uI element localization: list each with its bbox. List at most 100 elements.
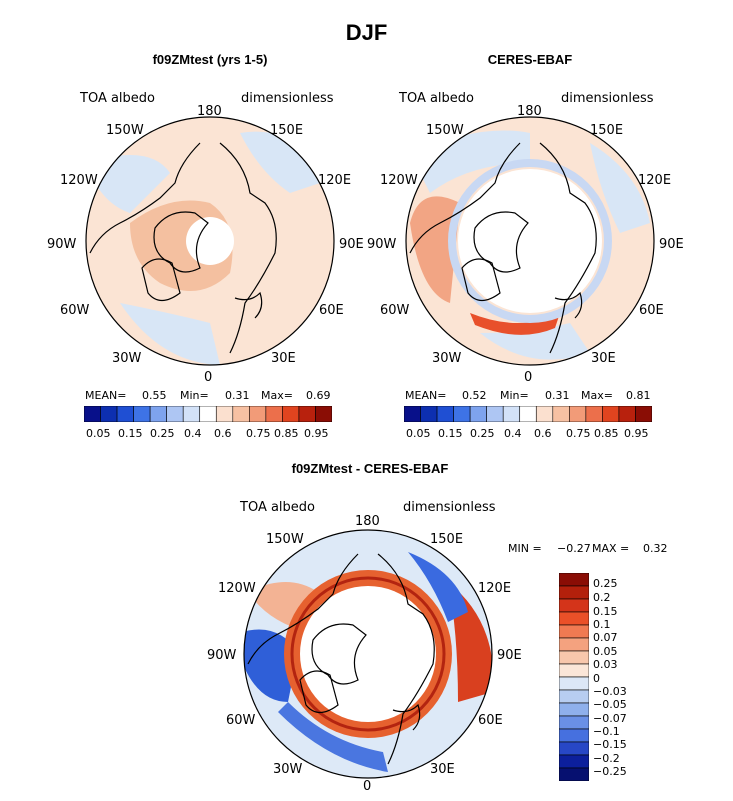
- map-border: [85, 116, 335, 366]
- stat-max-label: Max=: [581, 389, 613, 402]
- colorbar-label: 0.95: [304, 427, 329, 440]
- lon-label-60e: 60E: [639, 303, 664, 318]
- colorbar-label: 0.05: [406, 427, 431, 440]
- stat-max-label: Max=: [261, 389, 293, 402]
- lon-label-90e: 90E: [659, 237, 684, 252]
- colorbar-bottom-svg: [558, 572, 590, 782]
- colorbar-right-svg: [403, 405, 653, 423]
- lon-label-120e: 120E: [478, 581, 512, 596]
- colorbar-swatch: [469, 405, 487, 423]
- colorbar-swatch: [519, 405, 537, 423]
- colorbar-label: −0.2: [593, 752, 620, 765]
- colorbar-swatch: [602, 405, 620, 423]
- colorbar-swatch: [182, 405, 201, 423]
- lon-label-60w: 60W: [226, 713, 256, 728]
- colorbar-left-svg: [83, 405, 333, 423]
- colorbar-swatch: [215, 405, 234, 423]
- colorbar-label: −0.07: [593, 712, 627, 725]
- colorbar-swatch: [558, 676, 590, 691]
- colorbar-label: 0.15: [593, 605, 618, 618]
- panel-bottom-units: dimensionless: [403, 500, 496, 515]
- colorbar-left: [83, 405, 333, 426]
- stat-min-label: Min=: [180, 389, 209, 402]
- lon-label-150e: 150E: [430, 532, 464, 547]
- stat-min-value: 0.31: [545, 389, 570, 402]
- panel-right-title: CERES-EBAF: [487, 52, 573, 67]
- colorbar-swatch: [552, 405, 570, 423]
- stat-mean-label: MEAN=: [405, 389, 447, 402]
- panel-left-title: f09ZMtest (yrs 1-5): [152, 52, 268, 67]
- colorbar-swatch: [558, 663, 590, 678]
- coastlines: [409, 142, 597, 354]
- lon-label-0: 0: [524, 370, 533, 385]
- map-region: [240, 131, 320, 193]
- colorbar-swatch: [558, 689, 590, 704]
- colorbar-label: −0.03: [593, 685, 627, 698]
- lon-label-30w: 30W: [273, 762, 303, 777]
- colorbar-label: 0.75: [566, 427, 591, 440]
- lon-label-0: 0: [204, 370, 213, 385]
- panel-right-units: dimensionless: [561, 91, 654, 106]
- lon-label-150w: 150W: [106, 123, 144, 138]
- colorbar-swatch: [558, 585, 590, 600]
- colorbar-swatch: [558, 572, 590, 587]
- colorbar-swatch: [166, 405, 184, 423]
- lon-label-60e: 60E: [478, 713, 503, 728]
- panel-bottom-title: f09ZMtest - CERES-EBAF: [291, 461, 449, 476]
- map-region: [278, 702, 388, 772]
- colorbar-swatch: [100, 405, 118, 423]
- stat-min-label: Min=: [500, 389, 529, 402]
- colorbar-label: −0.05: [593, 698, 627, 711]
- colorbar-label: −0.25: [593, 765, 627, 778]
- map-region: [448, 159, 612, 323]
- lon-label-30e: 30E: [271, 351, 296, 366]
- colorbar-label: 0.85: [594, 427, 619, 440]
- map-region: [480, 323, 590, 360]
- stat-min-label: MIN =: [508, 542, 542, 555]
- polar-map-left: [85, 116, 335, 366]
- colorbar-label: 0.25: [150, 427, 175, 440]
- lon-label-60e: 60E: [319, 303, 344, 318]
- colorbar-swatch: [199, 405, 217, 423]
- lon-label-30w: 30W: [432, 351, 462, 366]
- lon-label-60w: 60W: [60, 303, 90, 318]
- map-region: [244, 629, 298, 702]
- colorbar-label: 0.05: [86, 427, 111, 440]
- stat-max-value: 0.69: [306, 389, 331, 402]
- lon-label-90w: 90W: [367, 237, 397, 252]
- colorbar-label: 0.15: [438, 427, 463, 440]
- colorbar-label: 0.4: [184, 427, 202, 440]
- lon-label-120w: 120W: [218, 581, 256, 596]
- colorbar-right: [403, 405, 653, 426]
- colorbar-swatch: [453, 405, 471, 423]
- colorbar-swatch: [420, 405, 438, 423]
- lon-label-180: 180: [355, 514, 380, 529]
- colorbar-swatch: [558, 767, 590, 782]
- stat-mean-value: 0.52: [462, 389, 487, 402]
- colorbar-swatch: [569, 405, 587, 423]
- colorbar-label: 0.85: [274, 427, 299, 440]
- stat-max-value: 0.81: [626, 389, 651, 402]
- map-region: [408, 552, 468, 622]
- colorbar-swatch: [298, 405, 316, 423]
- colorbar-label: 0.2: [593, 591, 611, 604]
- lon-label-90e: 90E: [497, 648, 522, 663]
- lon-label-0: 0: [363, 779, 372, 794]
- map-region: [410, 196, 460, 303]
- map-border: [405, 116, 655, 366]
- map-region: [120, 303, 220, 365]
- colorbar-swatch: [558, 715, 590, 730]
- colorbar-swatch: [618, 405, 636, 423]
- colorbar-label: 0.03: [593, 658, 618, 671]
- lon-label-120e: 120E: [318, 173, 352, 188]
- lon-label-180: 180: [197, 104, 222, 119]
- colorbar-label: 0.6: [214, 427, 232, 440]
- colorbar-swatch: [558, 702, 590, 717]
- colorbar-swatch: [585, 405, 603, 423]
- polar-hole: [458, 169, 602, 313]
- map-region: [470, 313, 560, 335]
- stat-mean-value: 0.55: [142, 389, 167, 402]
- colorbar-swatch: [249, 405, 267, 423]
- stat-mean-label: MEAN=: [85, 389, 127, 402]
- stat-min-value: −0.27: [557, 542, 591, 555]
